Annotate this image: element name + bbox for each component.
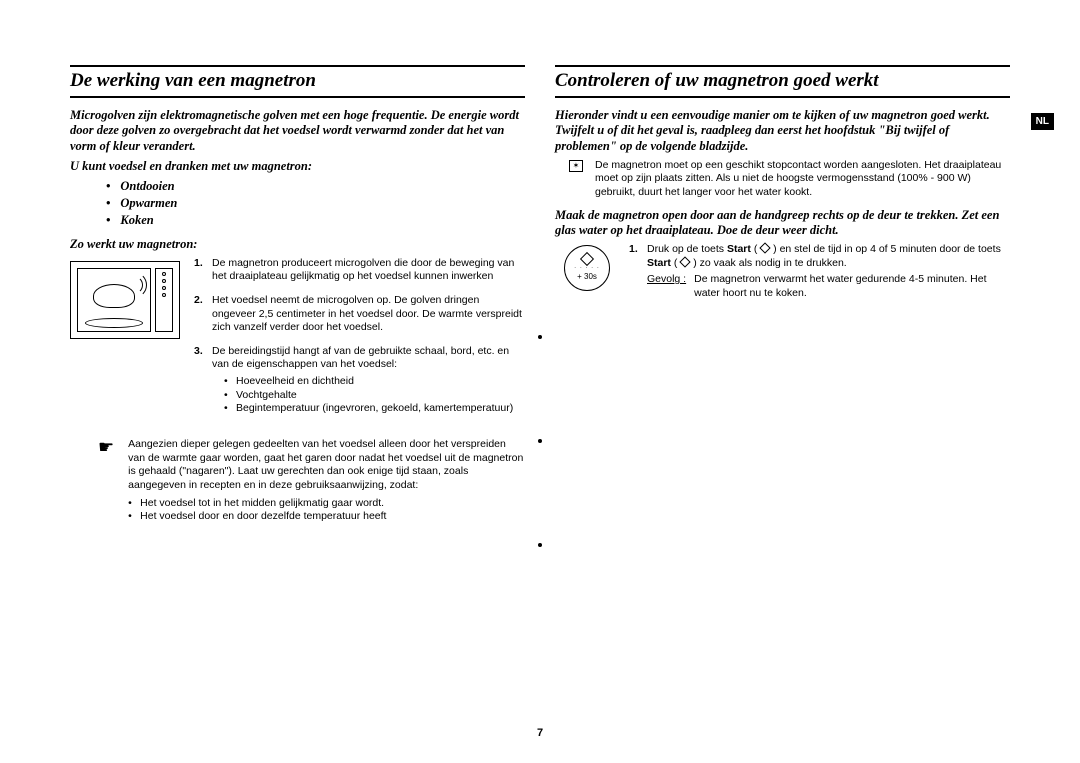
- sub-item: Het voedsel tot in het midden gelijkmati…: [128, 497, 525, 511]
- left-title: De werking van een magnetron: [70, 65, 525, 98]
- right-title: Controleren of uw magnetron goed werkt: [555, 65, 1010, 98]
- right-intro-2: Maak de magnetron open door aan de handg…: [555, 208, 1010, 239]
- checkbox-icon: ✶: [569, 160, 583, 172]
- capability-item: Koken: [106, 212, 525, 229]
- page-content: De werking van een magnetron Microgolven…: [70, 65, 1010, 524]
- right-column: Controleren of uw magnetron goed werkt H…: [555, 65, 1010, 524]
- result-label: Gevolg :: [647, 273, 686, 300]
- sub-item: Vochtgehalte: [224, 389, 525, 403]
- left-intro-1: Microgolven zijn elektromagnetische golv…: [70, 108, 525, 155]
- list-item: Het voedsel neemt de microgolven op. De …: [194, 294, 525, 335]
- sub-item: Hoeveelheid en dichtheid: [224, 375, 525, 389]
- right-intro-1: Hieronder vindt u een eenvoudige manier …: [555, 108, 1010, 155]
- steps-list: Druk op de toets Start ( ) en stel de ti…: [629, 243, 1010, 311]
- left-column: De werking van een magnetron Microgolven…: [70, 65, 525, 524]
- list-item: Druk op de toets Start ( ) en stel de ti…: [629, 243, 1010, 301]
- microwave-illustration: [70, 261, 180, 339]
- note-text: Aangezien dieper gelegen gedeelten van h…: [128, 438, 523, 491]
- start-button-illustration: · · · · · + 30s: [559, 245, 615, 311]
- diamond-icon: [680, 256, 691, 267]
- result-text: De magnetron verwarmt het water gedurend…: [694, 273, 1010, 300]
- sub-item: Begintemperatuur (ingevroren, gekoeld, k…: [224, 402, 525, 416]
- capability-item: Opwarmen: [106, 195, 525, 212]
- left-intro-2: U kunt voedsel en dranken met uw magnetr…: [70, 159, 525, 175]
- pointing-hand-icon: ☛: [98, 436, 114, 524]
- note-block: ☛ Aangezien dieper gelegen gedeelten van…: [70, 438, 525, 524]
- how-it-works-list: De magnetron produceert microgolven die …: [194, 257, 525, 426]
- capability-list: Ontdooien Opwarmen Koken: [106, 178, 525, 229]
- left-subhead: Zo werkt uw magnetron:: [70, 237, 525, 253]
- diamond-icon: [760, 242, 771, 253]
- list-item: De bereidingstijd hangt af van de gebrui…: [194, 345, 525, 416]
- sub-item: Het voedsel door en door dezelfde temper…: [128, 510, 525, 524]
- gutter-dots: [538, 335, 542, 547]
- capability-item: Ontdooien: [106, 178, 525, 195]
- precondition-note: ✶ De magnetron moet op een geschikt stop…: [555, 159, 1010, 200]
- language-tab: NL: [1031, 113, 1054, 130]
- list-item: De magnetron produceert microgolven die …: [194, 257, 525, 284]
- page-number: 7: [0, 727, 1080, 739]
- precondition-text: De magnetron moet op een geschikt stopco…: [595, 159, 1010, 200]
